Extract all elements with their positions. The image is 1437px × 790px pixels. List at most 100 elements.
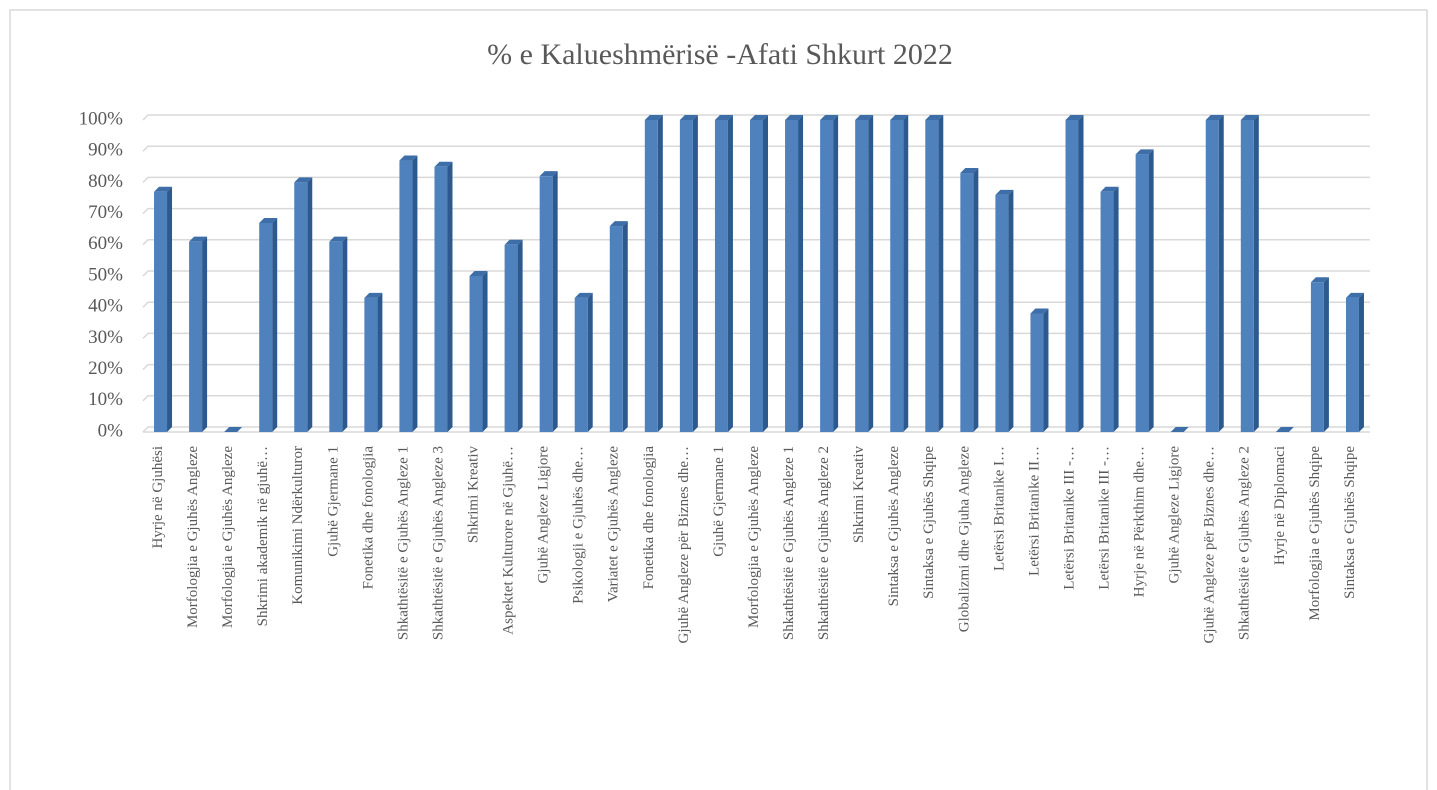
- bar-side: [272, 217, 278, 432]
- bar-side: [1253, 115, 1259, 432]
- bar-side: [657, 115, 663, 432]
- bar-side: [412, 155, 418, 432]
- chart-title: % e Kalueshmërisë -Afati Shkurt 2022: [487, 38, 953, 71]
- bar: [154, 191, 168, 432]
- x-tick-label: Shkathtësitë e Gjuhës Angleze 2: [1237, 446, 1253, 640]
- x-tick-label: Gjuhë Gjermane 1: [711, 446, 727, 557]
- bar: [820, 120, 834, 432]
- bar: [1100, 191, 1114, 432]
- bar: [995, 194, 1009, 432]
- bar-top: [1100, 186, 1119, 192]
- bar: [960, 173, 974, 433]
- bar-top: [855, 115, 874, 120]
- bar-top: [925, 115, 944, 120]
- bar: [679, 120, 693, 432]
- bar-side: [798, 115, 804, 432]
- bar: [855, 120, 869, 432]
- bar-top: [539, 171, 558, 177]
- x-tick-label: Fonetika dhe fonologjia: [641, 446, 657, 590]
- bar-top: [1275, 427, 1294, 432]
- bar: [890, 120, 904, 432]
- bar-top: [434, 161, 453, 167]
- bar-top: [609, 221, 628, 227]
- bar-top: [504, 239, 523, 245]
- bar-top: [364, 292, 383, 298]
- bar-top: [574, 292, 593, 298]
- bar-top: [1345, 292, 1364, 298]
- bar-side: [1148, 149, 1154, 432]
- x-tick-label: Shkathtësitë e Gjuhës Angleze 1: [781, 446, 797, 640]
- bar-side: [167, 186, 173, 432]
- bar-side: [1323, 277, 1329, 432]
- bar-top: [714, 115, 733, 120]
- bar-side: [1358, 292, 1364, 432]
- x-tick-label: Globalizmi dhe Gjuha Angleze: [956, 446, 972, 633]
- bar-side: [1078, 115, 1084, 432]
- bar-top: [679, 115, 698, 120]
- bar: [1310, 282, 1324, 432]
- bar-side: [1043, 308, 1049, 432]
- bar: [1205, 120, 1219, 432]
- x-tick-label: Letërsi Britanike III -…: [1097, 446, 1113, 590]
- bar: [750, 120, 763, 432]
- bar: [1030, 313, 1044, 432]
- bar: [329, 241, 343, 432]
- bar-side: [692, 115, 698, 432]
- y-tick-label: 30%: [88, 327, 123, 348]
- grid-line: [142, 114, 1370, 121]
- bar-side: [1113, 186, 1119, 432]
- bar: [574, 297, 588, 432]
- x-tick-label: Hyrje në Diplomaci: [1272, 446, 1288, 565]
- x-tick-label: Hyrje në Përkthim dhe…: [1132, 446, 1148, 597]
- x-tick-label: Gjuhë Angleze për Biznes dhe…: [1202, 446, 1218, 643]
- bar-side: [903, 115, 909, 432]
- x-tick-label: Shkrimi akademik në gjuhë…: [255, 446, 271, 626]
- bar: [399, 160, 413, 432]
- bar-top: [995, 189, 1014, 195]
- x-tick-label: Komunikimi Ndërkulturor: [290, 446, 306, 605]
- bar-side: [1218, 115, 1224, 432]
- bar: [504, 244, 518, 432]
- bar-top: [820, 115, 839, 120]
- bar-top: [294, 177, 313, 183]
- bar-top: [469, 271, 488, 276]
- x-tick-label: Morfologjia e Gjuhës Shqipe: [1307, 446, 1323, 621]
- bar-top: [329, 236, 348, 242]
- bar-side: [763, 115, 768, 432]
- bar-top: [890, 115, 909, 120]
- x-tick-label: Letërsi Britanike II…: [1026, 446, 1042, 576]
- x-tick-label: Psikologji e Gjuhës dhe…: [571, 446, 587, 604]
- x-tick-label: Morfologjia e Gjuhës Angleze: [185, 446, 201, 628]
- bar: [925, 120, 939, 432]
- bar: [469, 276, 483, 432]
- x-tick-label: Shkrimi Kreativ: [851, 446, 867, 544]
- bar-top: [154, 186, 173, 192]
- bar-top: [750, 115, 768, 120]
- grid-line: [142, 145, 1370, 152]
- bar-top: [1170, 427, 1189, 432]
- bar-top: [399, 155, 418, 161]
- bar-top: [644, 115, 663, 120]
- bar: [434, 166, 448, 433]
- bar-side: [342, 236, 348, 432]
- x-tick-label: Shkathtësitë e Gjuhës Angleze 2: [816, 446, 832, 640]
- bar: [1240, 120, 1254, 432]
- bar-side: [938, 115, 944, 432]
- bar-side: [833, 115, 839, 432]
- y-tick-label: 50%: [88, 264, 123, 285]
- x-tick-label: Hyrje në Gjuhësi: [150, 446, 166, 548]
- bar-top: [1135, 149, 1154, 155]
- x-tick-label: Letërsi Britanike III -…: [1061, 446, 1077, 590]
- bar-top: [960, 168, 979, 174]
- bar-side: [727, 115, 733, 432]
- y-tick-label: 0%: [98, 420, 124, 441]
- bar: [364, 297, 378, 432]
- x-tick-label: Sintaksa e Gjuhës Shqipe: [1342, 446, 1358, 599]
- y-tick-label: 80%: [88, 171, 123, 192]
- bar-side: [482, 271, 488, 432]
- x-tick-label: Shkathtësitë e Gjuhës Angleze 3: [430, 446, 446, 640]
- bar: [189, 241, 203, 432]
- bar-top: [1240, 115, 1259, 120]
- x-tick-label: Morfologjia e Gjuhës Angleze: [746, 446, 762, 628]
